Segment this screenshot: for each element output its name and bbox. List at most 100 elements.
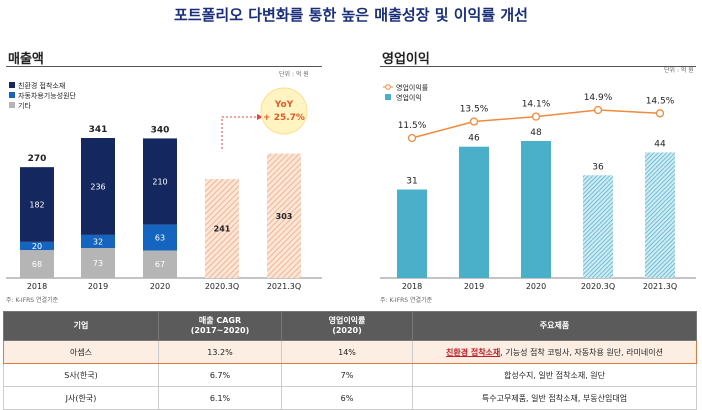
margin-point xyxy=(469,117,479,126)
bar-total-label: 341 xyxy=(89,125,108,135)
bar-total-hatched xyxy=(267,153,301,278)
bar-label-eco: 182 xyxy=(29,201,44,210)
legend-swatch xyxy=(9,82,15,88)
legend-swatch xyxy=(385,94,391,100)
cell-margin: 7% xyxy=(281,363,413,387)
header-company-label: 기업 xyxy=(73,321,89,330)
bar-label-other: 73 xyxy=(93,259,103,268)
bar-auto xyxy=(20,241,54,251)
bar-other xyxy=(143,250,177,278)
x-tick-label: 2019 xyxy=(464,282,484,291)
bar-label-auto: 32 xyxy=(93,237,103,246)
margin-value-label: 11.5% xyxy=(398,121,427,131)
bar-eco xyxy=(143,138,177,225)
x-tick-label: 2020 xyxy=(150,282,170,291)
bar-total-hatched xyxy=(205,179,239,278)
op-panel-title: 영업이익 xyxy=(382,52,430,67)
legend-label: 친환경 접착소재 xyxy=(18,81,65,90)
margin-point xyxy=(407,133,417,143)
highlight-product: 친환경 접착소재 xyxy=(445,347,501,357)
margin-point xyxy=(531,112,541,121)
op-bar xyxy=(645,152,675,278)
table-row: S사(한국) 6.7% 7% 합성수지, 일반 접착소재, 원단 xyxy=(3,363,697,387)
margin-value-label: 13.5% xyxy=(460,105,489,115)
margin-point xyxy=(655,109,665,118)
x-tick-label: 2018 xyxy=(402,282,422,291)
table-row: 아셈스 13.2% 14% 친환경 접착소재, 기능성 접착 코팅사, 자동차용… xyxy=(3,340,697,364)
cell-products: 특수고무제품, 일반 접착소재, 부동산임대업 xyxy=(412,386,697,410)
header-company: 기업 xyxy=(3,311,159,341)
sales-panel-divider xyxy=(6,66,322,67)
products-text: , 기능성 접착 코팅사, 자동차용 원단, 라미네이션 xyxy=(500,347,664,357)
bar-label-auto: 63 xyxy=(155,234,165,243)
op-bar-value-label: 44 xyxy=(654,139,666,149)
cell-margin: 14% xyxy=(281,340,413,364)
sales-panel-title: 매출액 xyxy=(8,52,44,67)
cell-company: 아셈스 xyxy=(3,340,159,364)
margin-value-label: 14.1% xyxy=(522,100,551,110)
header-cagr-label: 매출 CAGR (2017~2020) xyxy=(190,316,250,335)
yoy-arrow xyxy=(221,114,263,150)
op-unit-label: 단위 : 억 원 xyxy=(664,67,694,74)
margin-point xyxy=(593,105,603,115)
x-tick-label: 2018 xyxy=(27,282,47,291)
yoy-label-line1: YoY xyxy=(274,100,294,110)
sales-footnote: 주: K-IFRS 연결기준 xyxy=(6,297,59,304)
cell-margin: 6% xyxy=(281,386,413,410)
cell-cagr: 13.2% xyxy=(158,340,282,364)
bar-label-other: 68 xyxy=(32,260,42,269)
table-header-row: 기업 매출 CAGR (2017~2020) 영업이익률 (2020) 주요제품 xyxy=(3,311,697,341)
cell-products: 친환경 접착소재, 기능성 접착 코팅사, 자동차용 원단, 라미네이션 xyxy=(412,340,697,364)
company-comparison-table: 기업 매출 CAGR (2017~2020) 영업이익률 (2020) 주요제품… xyxy=(3,311,697,410)
header-margin: 영업이익률 (2020) xyxy=(281,311,413,341)
op-bar xyxy=(397,189,427,278)
x-tick-label: 2021.3Q xyxy=(643,282,677,291)
legend-label: 영업이익률 xyxy=(396,83,429,92)
bar-label-eco: 210 xyxy=(152,178,167,187)
x-tick-label: 2020 xyxy=(526,282,546,291)
legend-swatch xyxy=(9,102,15,108)
page-title: 포트폴리오 다변화를 통한 높은 매출성장 및 이익률 개선 xyxy=(174,6,528,24)
header-products: 주요제품 xyxy=(412,311,697,341)
cell-cagr: 6.1% xyxy=(158,386,282,410)
header-cagr: 매출 CAGR (2017~2020) xyxy=(158,311,282,341)
bar-total-label: 270 xyxy=(28,154,47,164)
bar-eco xyxy=(81,138,115,235)
header-margin-label: 영업이익률 (2020) xyxy=(328,316,366,335)
bar-label-auto: 20 xyxy=(32,242,42,251)
legend-label: 기타 xyxy=(18,101,31,110)
bar-label-eco: 236 xyxy=(90,182,105,191)
cell-company: S사(한국) xyxy=(3,363,159,387)
x-tick-label: 2021.3Q xyxy=(267,282,301,291)
op-bar-value-label: 31 xyxy=(406,177,417,187)
legend-label: 자동차용기능성원단 xyxy=(18,91,77,100)
x-tick-label: 2020.3Q xyxy=(205,282,239,291)
bar-eco xyxy=(20,167,54,242)
bar-other xyxy=(81,248,115,278)
legend-swatch xyxy=(9,92,15,98)
x-tick-label: 2020.3Q xyxy=(581,282,615,291)
legend-marker xyxy=(385,84,391,90)
cell-cagr: 6.7% xyxy=(158,363,282,387)
op-bar-value-label: 36 xyxy=(592,162,604,172)
bar-value-label: 241 xyxy=(214,225,231,234)
op-bar xyxy=(459,146,489,278)
op-footnote: 주: K-IFRS 연결기준 xyxy=(380,297,433,304)
header-products-label: 주요제품 xyxy=(539,321,570,330)
x-tick-label: 2019 xyxy=(88,282,108,291)
cell-company: J사(한국) xyxy=(3,386,159,410)
legend-label: 영업이익 xyxy=(396,93,422,102)
bar-label-other: 67 xyxy=(155,260,165,269)
sales-unit-label: 단위 : 억 원 xyxy=(279,71,309,78)
table-row: J사(한국) 6.1% 6% 특수고무제품, 일반 접착소재, 부동산임대업 xyxy=(3,386,697,410)
op-bar xyxy=(583,175,613,278)
cell-products: 합성수지, 일반 접착소재, 원단 xyxy=(412,363,697,387)
bar-other xyxy=(20,250,54,278)
margin-value-label: 14.9% xyxy=(584,93,613,103)
margin-value-label: 14.5% xyxy=(646,96,675,106)
op-bar-value-label: 48 xyxy=(530,128,542,138)
bar-total-label: 340 xyxy=(151,125,170,135)
bar-value-label: 303 xyxy=(276,212,293,221)
yoy-bubble xyxy=(260,87,308,135)
